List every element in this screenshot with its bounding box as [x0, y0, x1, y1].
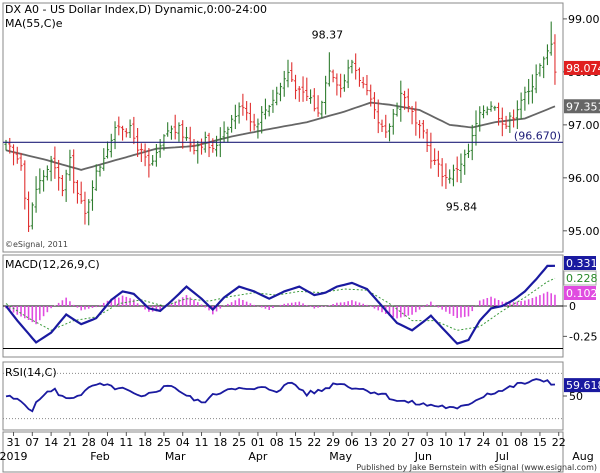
day-tick-label: 24	[477, 436, 491, 449]
day-tick-label: 03	[420, 436, 434, 449]
last-price-tag-label: 98.074	[566, 62, 600, 75]
day-tick-label: 14	[44, 436, 58, 449]
day-tick-label: 04	[101, 436, 115, 449]
ma-last-tag	[564, 99, 600, 114]
rsi-line	[5, 378, 556, 413]
watermark: ©eSignal, 2011	[5, 240, 68, 249]
day-tick-label: 31	[7, 436, 21, 449]
price-y-tick-label: 95.00	[568, 225, 600, 238]
macd-line	[5, 264, 556, 345]
day-tick-label: 01	[495, 436, 509, 449]
price-y-tick-label: 97.00	[568, 119, 600, 132]
month-label: Jul	[495, 450, 509, 463]
price-y-tick-label: 96.00	[568, 172, 600, 185]
day-tick-label: 10	[439, 436, 453, 449]
month-label: Aug	[572, 450, 593, 463]
footer-credit: Published by Jake Bernstein with eSignal…	[356, 463, 597, 472]
day-tick-label: 29	[326, 436, 340, 449]
ma-55-line	[5, 101, 556, 171]
day-tick-label: 28	[82, 436, 96, 449]
day-tick-label: 04	[176, 436, 190, 449]
price-chart-title: DX A0 - US Dollar Index,D) Dynamic,0:00-…	[5, 3, 267, 16]
rsi-y-tick-label: 50	[569, 390, 583, 403]
month-label: May	[329, 450, 352, 463]
day-tick-label: 18	[138, 436, 152, 449]
month-label: Jun	[414, 450, 432, 463]
ma-indicator-label: MA(55,C)e	[5, 17, 63, 30]
day-tick-label: 25	[232, 436, 246, 449]
day-tick-label: 20	[383, 436, 397, 449]
macd-value-tag	[564, 256, 596, 270]
day-tick-label: 18	[213, 436, 227, 449]
day-tick-label: 07	[25, 436, 39, 449]
day-tick-label: 25	[157, 436, 171, 449]
day-tick-label: 15	[533, 436, 547, 449]
rsi-value-tag	[564, 378, 600, 393]
macd-value-tag-label: 0.102	[566, 287, 598, 300]
macd-value-tag	[564, 286, 596, 300]
price-panel-frame	[2, 2, 564, 253]
day-tick-label: 11	[119, 436, 133, 449]
day-tick-label: 01	[251, 436, 265, 449]
day-tick-label: 21	[63, 436, 77, 449]
day-tick-label: 22	[552, 436, 566, 449]
month-label: Apr	[248, 450, 268, 463]
macd-value-tag-label: 0.228	[566, 272, 598, 285]
day-tick-label: 17	[458, 436, 472, 449]
day-tick-label: 08	[514, 436, 528, 449]
last-price-tag	[564, 60, 600, 75]
month-label: 2019	[0, 450, 28, 463]
day-tick-label: 15	[289, 436, 303, 449]
macd-panel-title: MACD(12,26,9,C)	[5, 258, 100, 271]
month-label: Feb	[90, 450, 109, 463]
support-line-label: (96.670)	[514, 129, 561, 142]
price-annotation-label: 95.84	[446, 200, 478, 213]
time-axis-frame	[2, 431, 564, 473]
month-label: Mar	[165, 450, 186, 463]
macd-y-tick-label: -0.25	[569, 330, 597, 343]
day-tick-label: 06	[345, 436, 359, 449]
ma-last-tag-label: 97.351	[566, 100, 600, 113]
macd-y-tick-label: 0	[569, 300, 576, 313]
day-tick-label: 08	[270, 436, 284, 449]
rsi-panel-title: RSI(14,C)	[5, 366, 57, 379]
day-tick-label: 11	[195, 436, 209, 449]
day-tick-label: 22	[307, 436, 321, 449]
day-tick-label: 27	[401, 436, 415, 449]
price-annotation-label: 98.37	[312, 28, 344, 41]
day-tick-label: 13	[364, 436, 378, 449]
macd-value-tag-label: 0.331	[566, 257, 598, 270]
rsi-value-tag-label: 59.618	[566, 379, 600, 392]
price-y-tick-label: 99.00	[568, 13, 600, 26]
macd-value-tag	[563, 270, 597, 286]
